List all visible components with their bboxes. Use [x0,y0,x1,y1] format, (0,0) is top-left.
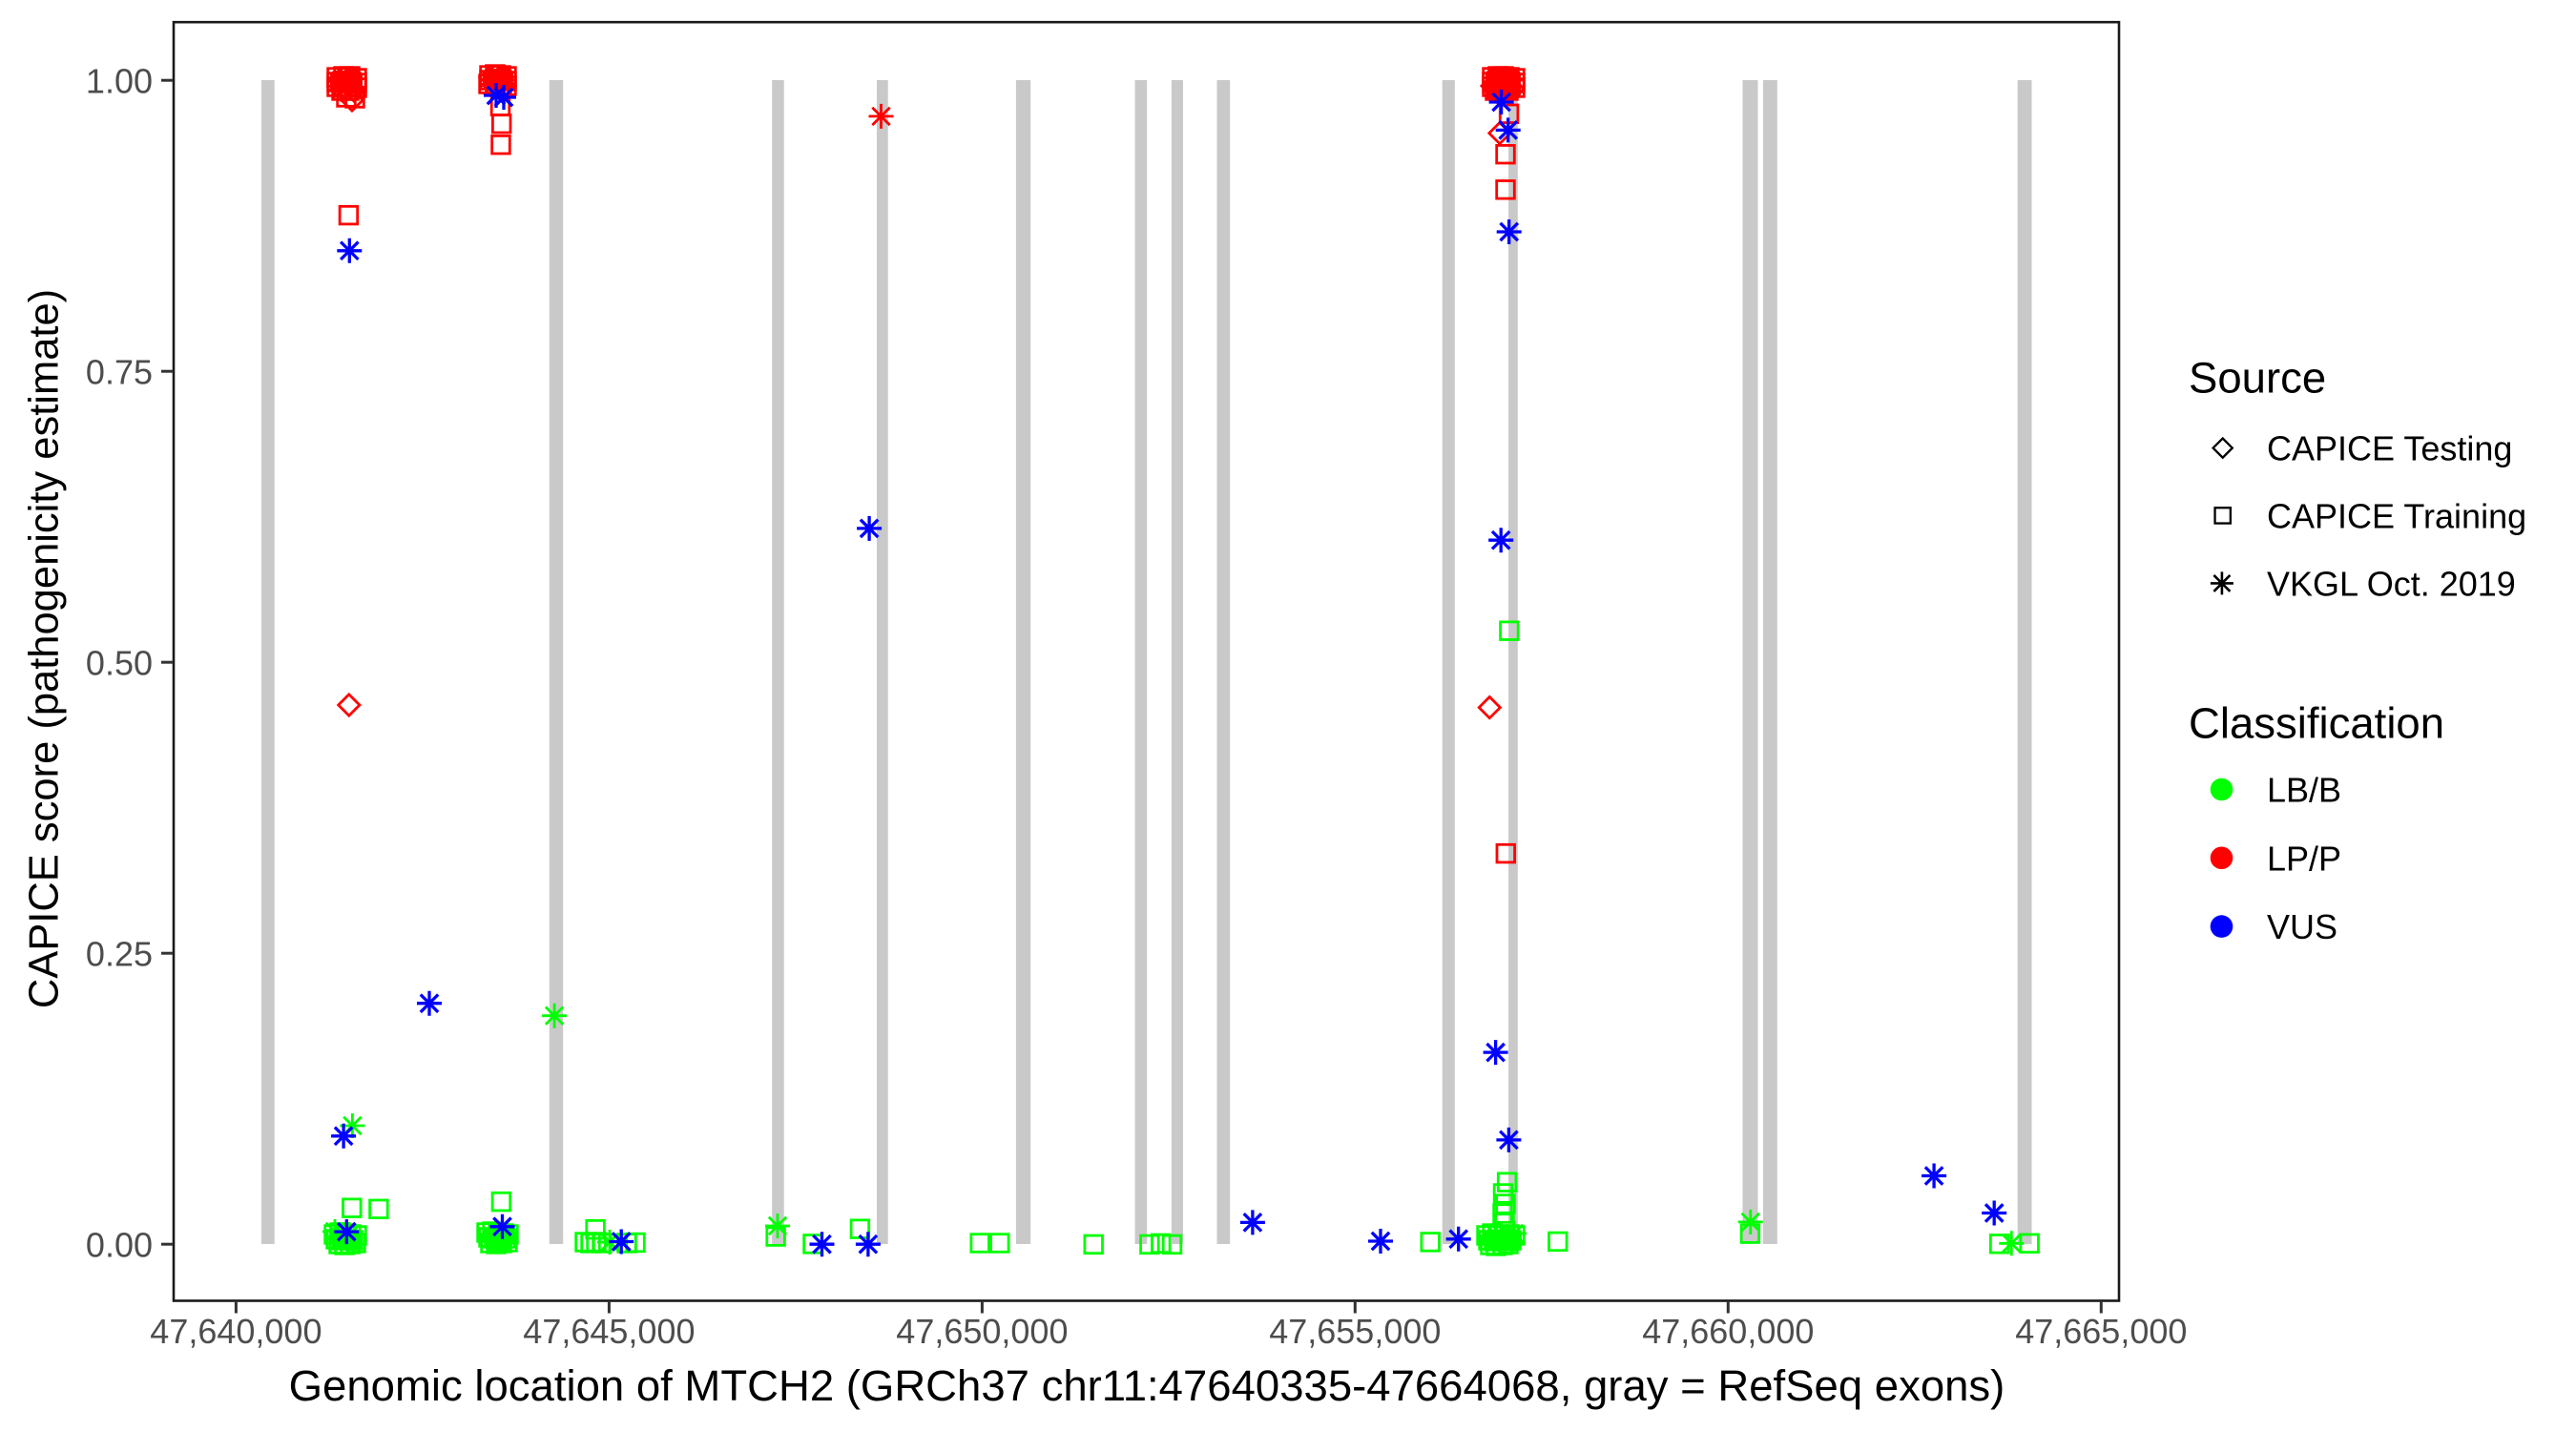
svg-text:1.00: 1.00 [86,61,153,100]
svg-text:0.00: 0.00 [86,1225,153,1264]
svg-text:LB/B: LB/B [2267,771,2341,810]
svg-text:0.75: 0.75 [86,352,153,391]
svg-text:CAPICE Testing: CAPICE Testing [2267,429,2512,468]
svg-text:CAPICE Training: CAPICE Training [2267,497,2526,536]
svg-text:LP/P: LP/P [2267,839,2341,878]
svg-text:47,660,000: 47,660,000 [1642,1312,1814,1351]
svg-text:VKGL Oct. 2019: VKGL Oct. 2019 [2267,565,2516,604]
svg-text:0.25: 0.25 [86,934,153,973]
svg-text:Source: Source [2189,353,2326,402]
svg-text:47,640,000: 47,640,000 [150,1312,322,1351]
svg-text:Classification: Classification [2189,698,2444,747]
svg-text:47,655,000: 47,655,000 [1269,1312,1441,1351]
svg-text:47,650,000: 47,650,000 [896,1312,1068,1351]
svg-text:47,645,000: 47,645,000 [523,1312,695,1351]
svg-text:VUS: VUS [2267,907,2337,946]
svg-text:47,665,000: 47,665,000 [2015,1312,2187,1351]
svg-text:CAPICE score (pathogenicity es: CAPICE score (pathogenicity estimate) [22,289,68,1008]
svg-text:Genomic location of MTCH2 (GRC: Genomic location of MTCH2 (GRCh37 chr11:… [289,1361,2005,1410]
svg-text:0.50: 0.50 [86,643,153,682]
